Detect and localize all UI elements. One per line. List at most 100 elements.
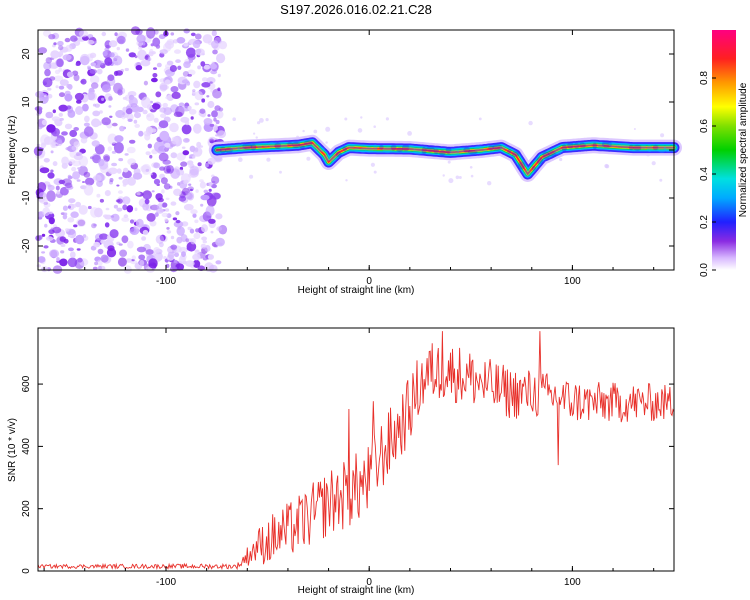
- noise-blob: [69, 129, 78, 138]
- noise-blob: [218, 107, 224, 112]
- ridge-blob: [531, 165, 536, 171]
- noise-blob: [191, 91, 196, 95]
- noise-blob: [128, 96, 138, 107]
- noise-blob: [169, 65, 177, 72]
- ridge-blob: [230, 144, 240, 153]
- noise-blob: [64, 182, 73, 189]
- noise-blob: [145, 151, 151, 156]
- noise-blob: [87, 34, 94, 39]
- noise-blob: [41, 251, 46, 254]
- spectrogram-y-axis: -20 -10 0 10 20: [21, 48, 674, 253]
- noise-blob: [50, 169, 54, 173]
- noise-blob: [150, 43, 154, 47]
- noise-blob: [51, 116, 61, 122]
- ridge-blob: [608, 142, 618, 148]
- noise-blob: [181, 146, 186, 149]
- noise-blob: [36, 264, 41, 268]
- noise-blob: [209, 123, 215, 127]
- noise-blob: [117, 190, 123, 194]
- noise-blob: [64, 212, 68, 216]
- noise-blob: [47, 172, 55, 179]
- ridge-blob: [511, 151, 520, 157]
- noise-blob: [62, 205, 68, 211]
- noise-blob: [110, 215, 115, 218]
- noise-blob: [181, 79, 190, 84]
- noise-dot: [325, 126, 331, 132]
- noise-blob: [46, 124, 56, 133]
- noise-blob: [140, 59, 151, 67]
- noise-blob: [201, 77, 208, 82]
- noise-blob: [149, 173, 153, 176]
- noise-blob: [205, 163, 209, 168]
- noise-blob: [135, 65, 143, 71]
- noise-dot: [407, 131, 412, 136]
- noise-blob: [107, 74, 115, 81]
- noise-dot: [651, 161, 656, 166]
- noise-blob: [54, 69, 61, 75]
- noise-blob: [213, 37, 222, 45]
- noise-blob: [122, 204, 128, 211]
- noise-blob: [144, 194, 150, 200]
- noise-blob: [116, 207, 123, 212]
- noise-blob: [208, 264, 218, 273]
- snr-panel: -100 0 100 0 200 400 600 Height of straight l…: [7, 327, 675, 596]
- noise-blob: [109, 229, 119, 239]
- noise-blob: [197, 162, 202, 167]
- ridge-blob: [328, 154, 338, 162]
- noise-blob: [77, 257, 83, 263]
- noise-blob: [92, 110, 101, 117]
- noise-blob: [104, 190, 111, 197]
- noise-blob: [102, 50, 108, 57]
- noise-blob: [67, 175, 73, 180]
- ridge-blob: [211, 148, 222, 153]
- noise-blob: [160, 177, 168, 185]
- noise-blob: [89, 54, 94, 59]
- noise-dot: [238, 157, 243, 162]
- noise-blob: [83, 184, 94, 196]
- noise-blob: [103, 214, 109, 218]
- noise-blob: [129, 139, 136, 144]
- ridge-blob: [225, 147, 233, 154]
- noise-blob: [183, 61, 191, 69]
- noise-blob: [66, 105, 72, 110]
- noise-blob: [187, 160, 194, 166]
- noise-blob: [152, 73, 158, 78]
- ridge-blob: [492, 143, 503, 151]
- noise-blob: [148, 51, 154, 57]
- noise-blob: [119, 125, 125, 132]
- noise-blob: [121, 217, 130, 222]
- noise-blob: [93, 174, 102, 182]
- ridge-blob: [335, 151, 342, 157]
- noise-blob: [38, 197, 48, 204]
- noise-blob: [165, 197, 170, 200]
- noise-blob: [153, 162, 161, 169]
- noise-blob: [137, 49, 147, 61]
- noise-blob: [95, 60, 104, 66]
- noise-blob: [136, 246, 147, 253]
- noise-blob: [118, 158, 124, 162]
- noise-blob: [107, 245, 115, 252]
- ridge-blob: [408, 145, 416, 151]
- noise-blob: [195, 189, 199, 193]
- noise-blob: [163, 165, 171, 174]
- noise-blob: [61, 131, 68, 136]
- noise-blob: [199, 108, 206, 114]
- noise-blob: [58, 112, 63, 117]
- noise-blob: [59, 117, 64, 121]
- ridge-blob: [646, 144, 653, 153]
- noise-blob: [101, 31, 107, 37]
- noise-blob: [185, 238, 189, 243]
- ridge-blob: [657, 145, 667, 153]
- noise-blob: [66, 71, 74, 78]
- noise-blob: [203, 118, 213, 125]
- noise-blob: [132, 172, 143, 180]
- ridge-blob: [554, 147, 563, 155]
- noise-blob: [203, 64, 211, 70]
- noise-blob: [72, 171, 81, 180]
- noise-blob: [171, 136, 180, 145]
- noise-blob: [144, 133, 151, 141]
- noise-dot: [360, 116, 363, 119]
- noise-blob: [208, 182, 213, 187]
- noise-blob: [82, 234, 87, 238]
- noise-blob: [90, 207, 100, 218]
